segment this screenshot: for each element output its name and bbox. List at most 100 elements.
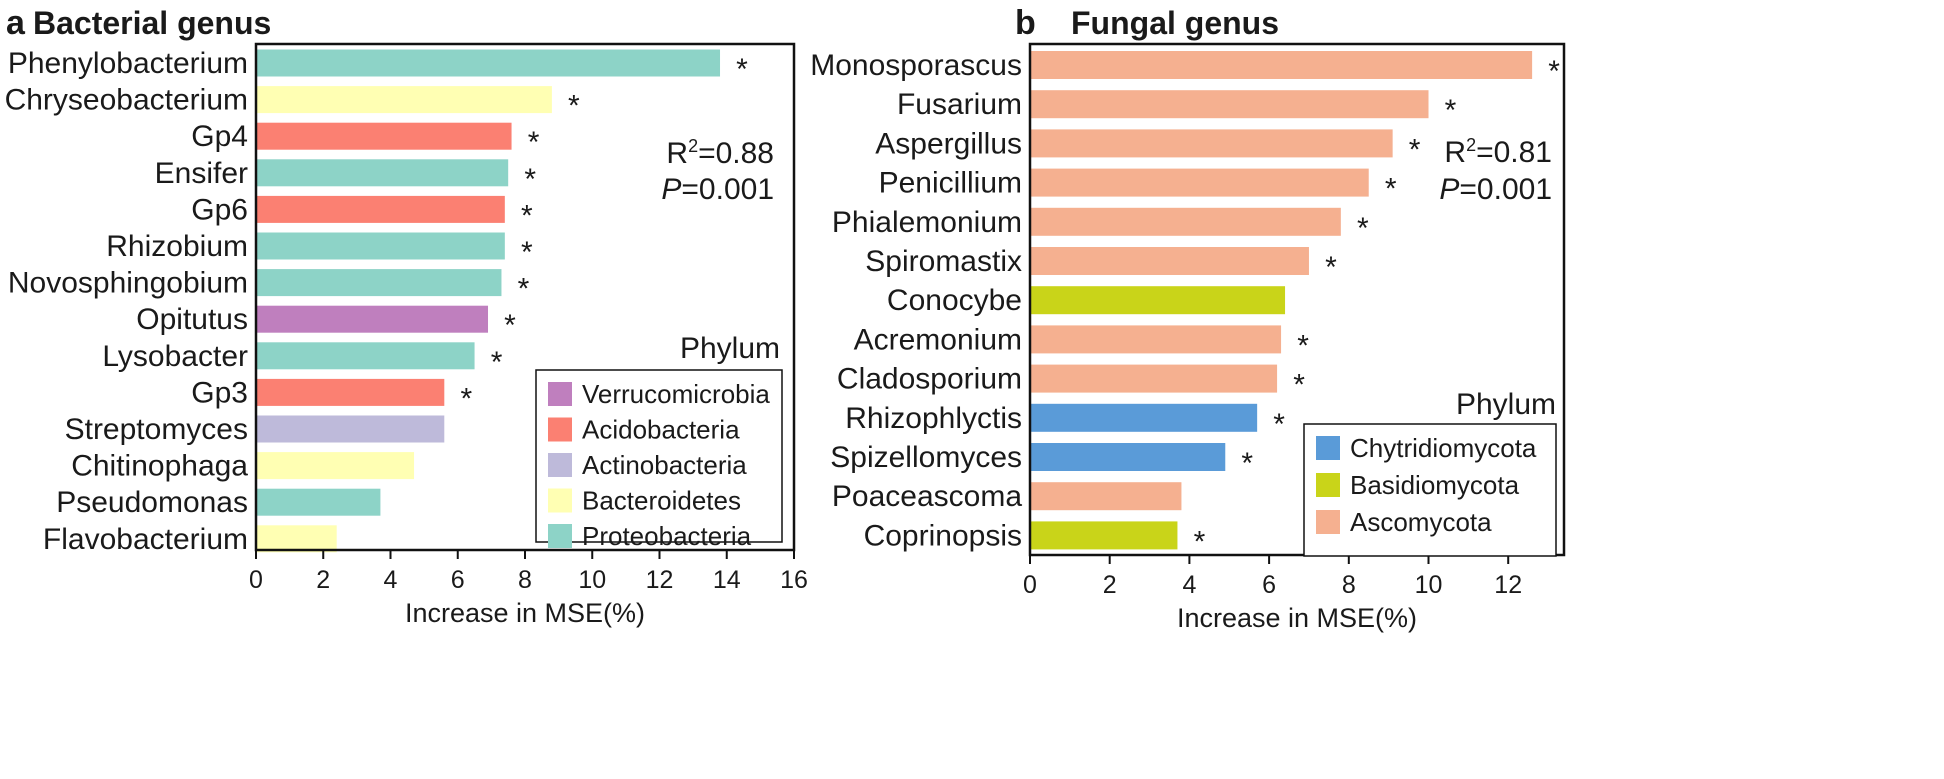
panel-a-r-squared: R2=0.88 — [666, 136, 774, 170]
panel-b-p-value: P=0.001 — [1439, 173, 1552, 206]
bar-monosporascus — [1030, 51, 1533, 79]
bar-opitutus — [256, 305, 489, 333]
bar-rhizophlyctis — [1030, 403, 1258, 432]
category-label-opitutus: Opitutus — [136, 303, 248, 336]
bar-phialemonium — [1030, 207, 1341, 236]
panel-a-letter: a — [6, 4, 26, 42]
x-tick-label: 4 — [384, 566, 398, 594]
panel-a-title: Bacterial genus — [33, 5, 271, 41]
category-label-rhizobium: Rhizobium — [106, 230, 248, 263]
panel-b-significance-marks: *********** — [1194, 55, 1561, 558]
bar-phenylobacterium — [256, 49, 721, 77]
legend-swatch-actinobacteria — [548, 453, 572, 477]
panel-b-legend: Chytridiomycota Basidiomycota Ascomycota — [1303, 423, 1557, 557]
x-tick-label: 10 — [578, 566, 606, 594]
category-label-cladosporium: Cladosporium — [837, 363, 1022, 396]
bar-conocybe — [1030, 286, 1286, 315]
category-label-fusarium: Fusarium — [897, 88, 1022, 121]
panel-a-bacterial-chart: a Bacterial genus Phenylobacterium Chryse… — [5, 4, 808, 628]
significance-mark: * — [518, 273, 530, 306]
significance-mark: * — [1194, 525, 1206, 558]
bar-chryseobacterium — [256, 86, 552, 114]
panel-b-letter: b — [1015, 4, 1036, 42]
category-label-rhizophlyctis: Rhizophlyctis — [845, 402, 1022, 435]
category-label-spizellomyces: Spizellomyces — [830, 441, 1022, 474]
significance-mark: * — [1293, 369, 1305, 402]
legend-box — [535, 369, 783, 543]
significance-mark: * — [568, 90, 580, 123]
category-label-gp3: Gp3 — [191, 376, 248, 409]
legend-swatch-ascomycota — [1316, 510, 1340, 534]
bar-coprinopsis — [1030, 521, 1178, 550]
bar-acremonium — [1030, 325, 1282, 354]
x-tick-label: 12 — [1494, 571, 1522, 599]
category-label-chitinophaga: Chitinophaga — [71, 450, 248, 483]
significance-mark: * — [736, 53, 748, 86]
significance-mark: * — [1409, 133, 1421, 166]
category-label-gp4: Gp4 — [191, 120, 248, 153]
x-tick-label: 6 — [451, 566, 465, 594]
bar-penicillium — [1030, 168, 1369, 197]
bar-aspergillus — [1030, 129, 1393, 158]
legend-swatch-basidiomycota — [1316, 473, 1340, 497]
significance-mark: * — [1357, 212, 1369, 245]
legend-label-chytridiomycota: Chytridiomycota — [1350, 433, 1537, 463]
bar-spiromastix — [1030, 247, 1309, 275]
legend-label-acidobacteria: Acidobacteria — [582, 415, 740, 445]
panel-b-x-axis: 0 2 4 6 8 10 12 — [1023, 555, 1522, 599]
panel-a-bars — [256, 49, 721, 553]
x-tick-label: 12 — [646, 566, 674, 594]
category-label-penicillium: Penicillium — [879, 167, 1022, 200]
significance-mark: * — [1297, 329, 1309, 362]
category-label-ensifer: Ensifer — [155, 157, 248, 190]
bar-chitinophaga — [256, 452, 415, 480]
bar-poaceascoma — [1030, 482, 1182, 511]
significance-mark: * — [1241, 447, 1253, 480]
panel-b-x-axis-label: Increase in MSE(%) — [1177, 603, 1417, 633]
panel-b-category-labels: Monosporascus Fusarium Aspergillus Penicill… — [810, 49, 1022, 552]
significance-mark: * — [521, 199, 533, 232]
x-tick-label: 10 — [1415, 571, 1443, 599]
legend-label-actinobacteria: Actinobacteria — [582, 450, 747, 480]
significance-mark: * — [460, 382, 472, 415]
panel-b-plot-frame — [1028, 42, 1566, 557]
category-label-acremonium: Acremonium — [854, 323, 1022, 356]
category-label-pseudomonas: Pseudomonas — [56, 486, 248, 519]
panel-a-p-value: P=0.001 — [661, 173, 774, 206]
significance-mark: * — [1548, 55, 1560, 88]
category-label-flavobacterium: Flavobacterium — [43, 523, 248, 556]
x-tick-label: 8 — [518, 566, 532, 594]
category-label-conocybe: Conocybe — [887, 284, 1022, 317]
bar-gp3 — [256, 378, 445, 406]
significance-mark: * — [504, 309, 516, 342]
bar-gp6 — [256, 195, 505, 223]
category-label-lysobacter: Lysobacter — [102, 340, 248, 373]
significance-mark: * — [1273, 408, 1285, 441]
category-label-phialemonium: Phialemonium — [832, 206, 1022, 239]
legend-label-proteobacteria: Proteobacteria — [582, 521, 752, 551]
x-tick-label: 0 — [1023, 571, 1037, 599]
x-tick-label: 2 — [316, 566, 330, 594]
bar-novosphingobium — [256, 269, 502, 297]
category-label-phenylobacterium: Phenylobacterium — [8, 47, 248, 80]
panel-a-x-axis-label: Increase in MSE(%) — [405, 598, 645, 628]
category-label-gp6: Gp6 — [191, 193, 248, 226]
panel-b-r-squared: R2=0.81 — [1444, 135, 1552, 169]
legend-label-basidiomycota: Basidiomycota — [1350, 470, 1520, 500]
x-tick-label: 14 — [713, 566, 741, 594]
legend-label-bacteroidetes: Bacteroidetes — [582, 486, 741, 516]
panel-a-legend: Verrucomicrobia Acidobacteria Actinobacter… — [535, 369, 783, 551]
panel-a-significance-marks: ********** — [460, 53, 748, 415]
category-label-aspergillus: Aspergillus — [875, 127, 1022, 160]
bar-ensifer — [256, 159, 509, 187]
x-tick-label: 8 — [1342, 571, 1356, 599]
bar-gp4 — [256, 122, 512, 150]
category-label-chryseobacterium: Chryseobacterium — [5, 84, 248, 117]
significance-mark: * — [1445, 94, 1457, 127]
x-tick-label: 16 — [780, 566, 808, 594]
category-label-spiromastix: Spiromastix — [865, 245, 1022, 278]
legend-label-verrucomicrobia: Verrucomicrobia — [582, 379, 770, 409]
category-label-streptomyces: Streptomyces — [65, 413, 248, 446]
